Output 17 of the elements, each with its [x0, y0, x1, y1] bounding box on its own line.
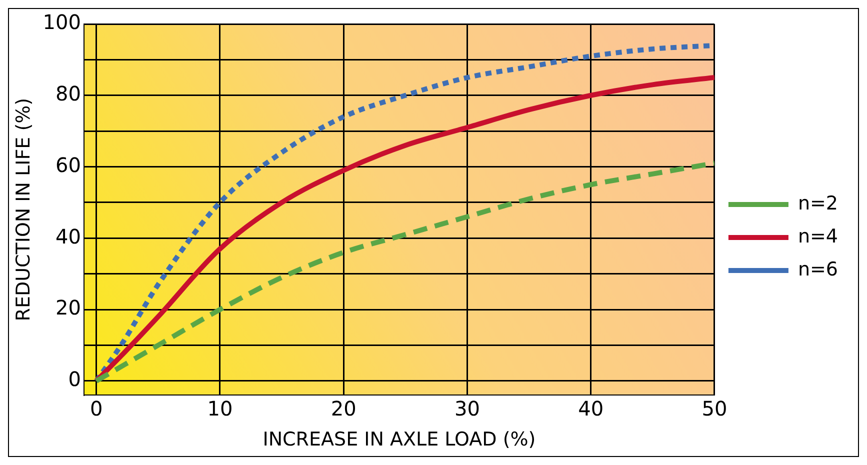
- legend-label: n=6: [798, 258, 838, 280]
- y-tick-label: 60: [56, 152, 81, 177]
- y-tick-label: 0: [68, 367, 81, 392]
- y-tick-label: 40: [56, 224, 81, 248]
- x-tick-label: 0: [90, 396, 103, 420]
- x-tick-label: 10: [207, 396, 233, 420]
- x-tick-label: 20: [330, 396, 356, 420]
- legend-label: n=2: [798, 192, 838, 214]
- y-tick-label: 80: [56, 82, 81, 106]
- x-tick-label: 50: [702, 396, 728, 420]
- y-axis-title: REDUCTION IN LIFE (%): [12, 98, 34, 322]
- legend-label: n=4: [798, 225, 838, 248]
- x-tick-label: 40: [578, 396, 604, 420]
- x-tick-label: 30: [454, 396, 480, 420]
- y-tick-label: 100: [42, 10, 81, 34]
- x-axis-title: INCREASE IN AXLE LOAD (%): [262, 428, 536, 451]
- y-tick-label: 20: [56, 296, 81, 320]
